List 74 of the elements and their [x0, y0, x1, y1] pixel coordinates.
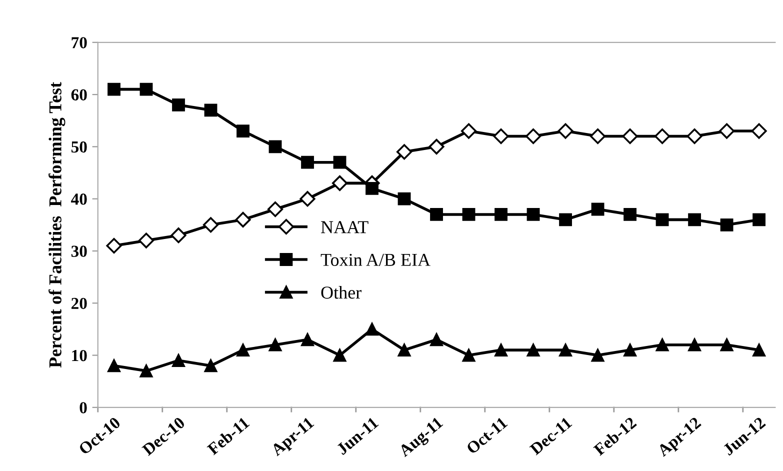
point — [396, 144, 412, 160]
point — [236, 344, 250, 357]
point — [172, 354, 185, 367]
y-tick-label: 0 — [80, 402, 87, 414]
point — [654, 128, 670, 144]
point — [236, 124, 250, 138]
point — [751, 123, 767, 139]
point — [428, 138, 444, 154]
point — [688, 338, 701, 352]
y-tick-label: 40 — [71, 194, 87, 205]
point — [366, 182, 378, 195]
y-tick-label: 30 — [71, 246, 87, 257]
point — [267, 201, 284, 218]
point — [398, 192, 411, 206]
point — [462, 208, 476, 221]
point — [493, 128, 509, 144]
point — [430, 208, 443, 221]
point — [686, 128, 702, 144]
point — [558, 123, 574, 139]
point — [688, 213, 701, 226]
point — [300, 191, 316, 207]
point — [235, 212, 251, 228]
point — [624, 344, 636, 357]
point — [108, 359, 120, 372]
point — [591, 202, 604, 216]
point — [333, 156, 346, 169]
y-tick-label: 60 — [71, 89, 87, 100]
point — [719, 123, 735, 139]
point — [301, 156, 314, 169]
point — [752, 344, 766, 357]
point — [108, 82, 120, 96]
legend-label: NAAT — [321, 221, 368, 234]
point — [462, 348, 476, 362]
point — [591, 348, 604, 362]
point — [170, 228, 186, 244]
point — [332, 175, 348, 191]
point — [720, 338, 734, 352]
point — [106, 238, 122, 254]
point — [656, 213, 669, 226]
point — [140, 82, 153, 96]
point — [430, 333, 443, 346]
legend-label: Toxin A/B EIA — [320, 254, 430, 266]
point — [301, 333, 314, 346]
point — [752, 213, 766, 226]
point — [202, 217, 219, 233]
point — [333, 348, 346, 362]
point — [460, 123, 477, 139]
point — [204, 104, 218, 117]
point — [526, 128, 542, 144]
point — [494, 208, 508, 221]
point — [138, 232, 154, 248]
point — [720, 218, 734, 232]
y-tick-label: 10 — [72, 350, 87, 362]
point — [559, 344, 572, 357]
point — [268, 140, 282, 154]
point — [204, 359, 218, 372]
point — [140, 364, 153, 378]
point — [366, 322, 378, 336]
point — [268, 338, 282, 352]
point — [622, 128, 638, 144]
point — [656, 338, 669, 352]
y-tick-label: 70 — [72, 37, 87, 48]
y-tick-label: 50 — [71, 141, 87, 153]
point — [398, 344, 411, 357]
point — [494, 344, 508, 357]
y-axis-title: Percent of Facilities Performing Test — [48, 82, 66, 368]
point — [590, 128, 606, 144]
legend-label: Other — [321, 286, 362, 299]
point — [624, 208, 636, 221]
point — [526, 344, 540, 357]
point — [559, 213, 572, 226]
y-tick-label: 20 — [71, 298, 87, 310]
point — [172, 98, 185, 112]
point — [526, 208, 540, 221]
